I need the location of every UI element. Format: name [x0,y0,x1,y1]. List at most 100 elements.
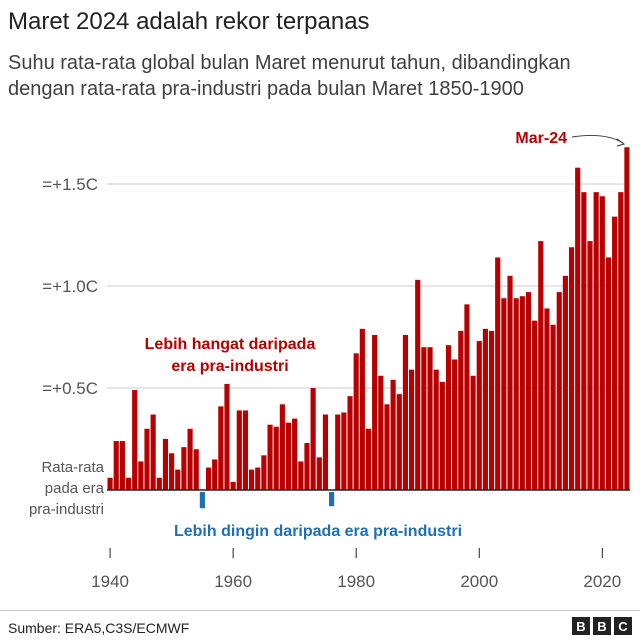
bar-1950 [169,453,175,490]
baseline-label: pra-industri [29,501,104,518]
bar-1974 [316,457,322,490]
bar-1945 [138,461,144,490]
bar-1978 [341,412,347,490]
bar-2003 [495,257,501,490]
bar-1988 [402,334,408,490]
bar-2007 [519,296,525,490]
bar-2000 [476,341,482,490]
bar-2001 [482,328,488,490]
bar-2009 [532,320,538,490]
bar-1966 [267,424,273,490]
bar-2016 [575,167,581,490]
bar-1986 [390,379,396,490]
bar-1949 [162,439,169,490]
bar-1947 [150,414,156,490]
bar-2004 [501,298,507,490]
bar-1977 [335,414,341,490]
bar-1948 [156,477,162,490]
bar-2011 [544,308,550,490]
bar-1993 [433,369,439,490]
bar-2017 [581,192,587,490]
bar-1991 [421,347,427,490]
bar-1998 [464,304,470,490]
bar-1951 [175,469,181,490]
bar-1959 [224,383,230,490]
bar-1980 [353,353,359,490]
bar-1969 [285,422,292,490]
bar-1967 [273,426,279,490]
bar-1996 [452,359,458,490]
bar-1981 [359,328,365,490]
x-tick-label: 2000 [460,572,498,591]
bar-1961 [236,410,242,490]
bar-1973 [310,388,316,490]
bar-1994 [439,381,445,490]
bar-1983 [372,334,378,490]
bar-1972 [304,443,310,490]
chart-subtitle: Suhu rata-rata global bulan Maret menuru… [8,52,571,100]
bar-1957 [212,459,218,490]
bar-1979 [347,396,353,490]
highlight-arrow [571,135,624,144]
x-tick-label: 1940 [91,572,129,591]
bar-2002 [488,330,495,490]
bar-1942 [119,441,125,490]
bar-1963 [249,469,255,490]
source-text: Sumber: ERA5,C3S/ECMWF [8,620,190,636]
bar-1990 [415,279,421,490]
bar-1956 [205,467,212,490]
arrow-head-icon [616,138,626,147]
bar-2013 [556,292,562,490]
bar-2021 [605,257,612,490]
baseline-label: Rata-rata [41,459,104,476]
bar-1944 [132,390,138,490]
cold-annotation: Lebih dingin daripada era pra-industri [174,523,462,540]
bar-1970 [292,418,298,490]
bar-2010 [538,241,544,490]
chart: =+0.5C =+1.0C =+1.5C Rata-rata pada era pra-i… [29,130,630,591]
bar-1976 [329,492,335,507]
bar-2023 [618,192,624,490]
baseline-label: pada era [45,480,105,497]
bar-1960 [230,481,236,490]
bar-2020 [599,196,605,491]
x-tick-label: 1960 [214,572,252,591]
y-tick-label: =+1.5C [42,175,98,194]
bar-1997 [458,330,464,490]
bar-1952 [181,447,187,490]
bar-1975 [322,414,329,490]
bar-1971 [298,461,304,490]
bar-2006 [513,298,519,490]
bar-2008 [525,292,532,490]
bar-1968 [279,404,285,490]
highlight-label: Mar-24 [515,130,567,147]
chart-title: Maret 2024 adalah rekor terpanas [8,8,370,35]
bar-1999 [470,375,476,490]
bar-1989 [408,369,415,490]
warm-annotation: era pra-industri [171,358,288,375]
x-tick-label: 1980 [337,572,375,591]
bar-1987 [396,394,402,490]
bar-1943 [125,477,132,490]
bar-2019 [593,192,599,490]
bar-2018 [587,241,593,490]
bar-1954 [193,449,199,490]
bar-1984 [378,375,384,490]
bar-1953 [187,428,193,490]
bar-1958 [218,406,224,490]
bar-1964 [255,467,261,490]
bar-1982 [365,428,372,490]
bar-1985 [384,404,390,490]
bar-1995 [445,345,452,490]
bar-2005 [507,275,513,490]
footer-divider [0,610,640,611]
bar-1941 [113,441,119,490]
bar-1992 [427,347,433,490]
bar-1955 [199,492,205,509]
x-tick-label: 2020 [583,572,621,591]
warm-annotation: Lebih hangat daripada [145,336,316,353]
bar-2024 [624,147,630,490]
bar-2022 [612,216,618,490]
bar-1965 [261,455,267,490]
